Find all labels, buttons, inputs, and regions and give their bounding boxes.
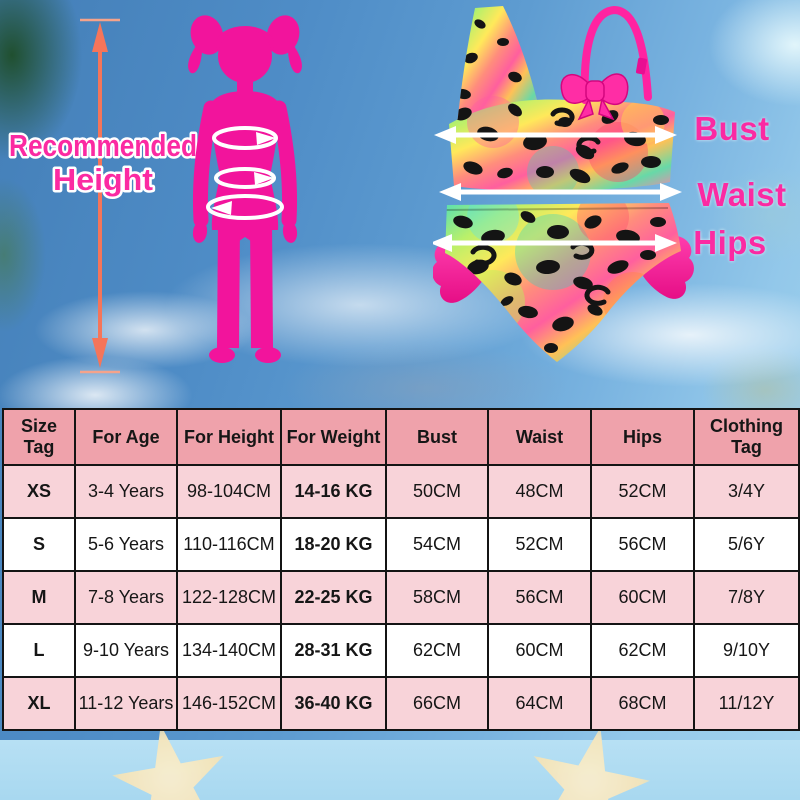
bust-label: Bust	[694, 110, 770, 147]
table-cell: 28-31 KG	[280, 623, 387, 678]
table-cell: 60CM	[590, 570, 695, 625]
table-cell: 122-128CM	[176, 570, 282, 625]
table-cell: 3/4Y	[693, 464, 800, 519]
table-row: L 9-10 Years 134-140CM 28-31 KG 62CM 60C…	[2, 623, 800, 678]
column-header: For Age	[74, 408, 178, 466]
recommended-height-label: Recommended Height	[7, 126, 200, 200]
table-cell: 66CM	[385, 676, 489, 731]
table-cell: 7/8Y	[693, 570, 800, 625]
table-cell: 11/12Y	[693, 676, 800, 731]
height-arrow-icon	[80, 18, 120, 374]
table-cell: 5-6 Years	[74, 517, 178, 572]
table-cell: 9-10 Years	[74, 623, 178, 678]
beach-background-strip	[0, 740, 800, 800]
table-cell: 14-16 KG	[280, 464, 387, 519]
table-cell: 98-104CM	[176, 464, 282, 519]
column-header: For Height	[176, 408, 282, 466]
table-cell: 64CM	[487, 676, 592, 731]
table-header-row: Size Tag For Age For Height For Weight B…	[2, 408, 800, 466]
column-header: For Weight	[280, 408, 387, 466]
table-cell: 56CM	[487, 570, 592, 625]
table-row: M 7-8 Years 122-128CM 22-25 KG 58CM 56CM…	[2, 570, 800, 625]
table-row: XL 11-12 Years 146-152CM 36-40 KG 66CM 6…	[2, 676, 800, 731]
waist-label: Waist	[697, 176, 787, 213]
bow-icon	[560, 73, 629, 121]
table-cell: 7-8 Years	[74, 570, 178, 625]
girl-silhouette	[188, 15, 302, 363]
table-cell: 68CM	[590, 676, 695, 731]
column-header: Hips	[590, 408, 695, 466]
ruffle-left	[433, 238, 483, 303]
table-cell: 50CM	[385, 464, 489, 519]
table-cell: 56CM	[590, 517, 695, 572]
hips-ring-icon	[206, 194, 284, 220]
table-row: S 5-6 Years 110-116CM 18-20 KG 54CM 52CM…	[2, 517, 800, 572]
swimsuit-graphic	[433, 5, 694, 362]
table-cell: 3-4 Years	[74, 464, 178, 519]
table-cell: 52CM	[487, 517, 592, 572]
svg-text:Height: Height	[53, 162, 153, 197]
size-table: Size Tag For Age For Height For Weight B…	[2, 408, 800, 731]
table-cell: 134-140CM	[176, 623, 282, 678]
size-cell: XL	[2, 676, 76, 731]
table-cell: 11-12 Years	[74, 676, 178, 731]
table-cell: 110-116CM	[176, 517, 282, 572]
size-cell: S	[2, 517, 76, 572]
table-row: XS 3-4 Years 98-104CM 14-16 KG 50CM 48CM…	[2, 464, 800, 519]
table-cell: 60CM	[487, 623, 592, 678]
column-header: Bust	[385, 408, 489, 466]
table-cell: 146-152CM	[176, 676, 282, 731]
size-cell: XS	[2, 464, 76, 519]
table-cell: 54CM	[385, 517, 489, 572]
table-cell: 62CM	[590, 623, 695, 678]
svg-text:Recommended: Recommended	[9, 128, 197, 163]
table-cell: 36-40 KG	[280, 676, 387, 731]
size-cell: L	[2, 623, 76, 678]
size-cell: M	[2, 570, 76, 625]
table-cell: 52CM	[590, 464, 695, 519]
column-header: Waist	[487, 408, 592, 466]
halter-strap	[580, 5, 652, 104]
table-cell: 62CM	[385, 623, 489, 678]
column-header: Size Tag	[2, 408, 76, 466]
table-cell: 22-25 KG	[280, 570, 387, 625]
table-cell: 48CM	[487, 464, 592, 519]
table-cell: 18-20 KG	[280, 517, 387, 572]
hips-label: Hips	[693, 224, 767, 261]
table-cell: 9/10Y	[693, 623, 800, 678]
column-header: Clothing Tag	[693, 408, 800, 466]
table-cell: 58CM	[385, 570, 489, 625]
table-cell: 5/6Y	[693, 517, 800, 572]
ruffle-right	[643, 234, 694, 299]
